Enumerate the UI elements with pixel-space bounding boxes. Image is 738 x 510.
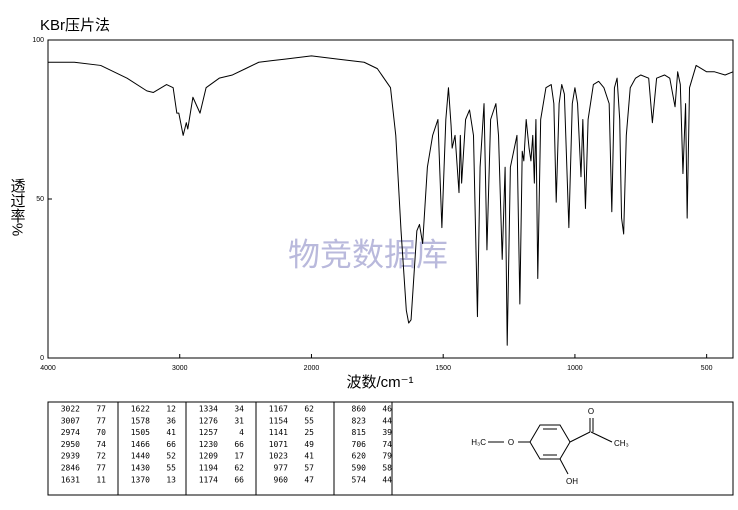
x-tick-label: 3000 [172, 365, 188, 372]
x-tick-label: 2000 [304, 365, 320, 372]
peak-transmittance: 55 [304, 416, 314, 425]
structure-label: OH [566, 477, 578, 486]
peak-transmittance: 46 [382, 405, 392, 414]
peak-wavenumber: 1440 [131, 452, 150, 461]
peak-transmittance: 77 [96, 416, 106, 425]
peak-transmittance: 31 [234, 416, 244, 425]
peak-transmittance: 17 [234, 452, 244, 461]
peak-transmittance: 62 [234, 464, 244, 473]
peak-transmittance: 57 [304, 464, 314, 473]
peak-transmittance: 77 [96, 464, 106, 473]
peak-transmittance: 66 [166, 440, 176, 449]
peak-wavenumber: 1141 [269, 428, 288, 437]
peak-transmittance: 74 [96, 440, 106, 449]
peak-wavenumber: 1257 [199, 428, 218, 437]
peak-wavenumber: 1334 [199, 405, 218, 414]
peak-wavenumber: 2939 [61, 452, 80, 461]
peak-wavenumber: 1370 [131, 475, 150, 484]
structure-label: O [588, 407, 594, 416]
peak-wavenumber: 860 [352, 405, 367, 414]
peak-transmittance: 34 [234, 405, 244, 414]
peak-wavenumber: 590 [352, 464, 367, 473]
peak-wavenumber: 1466 [131, 440, 150, 449]
peak-transmittance: 79 [382, 452, 392, 461]
table-frame [47, 401, 734, 496]
peak-transmittance: 52 [166, 452, 176, 461]
peak-wavenumber: 2846 [61, 464, 80, 473]
peak-wavenumber: 1622 [131, 405, 150, 414]
structure-label: H₃C [471, 438, 486, 447]
peak-transmittance: 13 [166, 475, 176, 484]
peak-transmittance: 11 [96, 475, 106, 484]
peak-wavenumber: 620 [352, 452, 367, 461]
y-tick-label: 50 [36, 196, 44, 203]
peak-wavenumber: 1194 [199, 464, 218, 473]
watermark: 物竞数据库 [288, 236, 448, 272]
peak-transmittance: 44 [382, 416, 392, 425]
peak-transmittance: 62 [304, 405, 314, 414]
peak-transmittance: 49 [304, 440, 314, 449]
peak-transmittance: 55 [166, 464, 176, 473]
peak-wavenumber: 706 [352, 440, 367, 449]
peak-wavenumber: 574 [352, 475, 367, 484]
peak-transmittance: 66 [234, 475, 244, 484]
peak-wavenumber: 1505 [131, 428, 150, 437]
spectrum-line [48, 55, 734, 346]
peak-wavenumber: 977 [274, 464, 289, 473]
x-tick-label: 4000 [40, 365, 56, 372]
peak-wavenumber: 823 [352, 416, 367, 425]
peak-transmittance: 72 [96, 452, 106, 461]
peak-wavenumber: 2950 [61, 440, 80, 449]
x-axis-label: 波数/cm⁻¹ [346, 374, 413, 391]
y-tick-label: 100 [32, 37, 44, 44]
table-dividers [117, 402, 393, 495]
peak-transmittance: 41 [166, 428, 176, 437]
peak-wavenumber: 1071 [269, 440, 288, 449]
peak-wavenumber: 1209 [199, 452, 218, 461]
y-axis-label: 透过率% [9, 178, 26, 236]
peak-wavenumber: 1230 [199, 440, 218, 449]
x-tick-label: 1500 [435, 365, 451, 372]
peak-transmittance: 66 [234, 440, 244, 449]
peak-wavenumber: 815 [352, 428, 367, 437]
peak-transmittance: 70 [96, 428, 106, 437]
x-tick-label: 1000 [567, 365, 583, 372]
peak-wavenumber: 960 [274, 475, 289, 484]
x-tick-label: 500 [701, 365, 713, 372]
peak-wavenumber: 1276 [199, 416, 218, 425]
peak-wavenumber: 3022 [61, 405, 80, 414]
peak-wavenumber: 1154 [269, 416, 288, 425]
peak-transmittance: 39 [382, 428, 392, 437]
peak-wavenumber: 1023 [269, 452, 288, 461]
peak-transmittance: 25 [304, 428, 314, 437]
peak-transmittance: 36 [166, 416, 176, 425]
peak-wavenumber: 1430 [131, 464, 150, 473]
y-tick-label: 0 [40, 355, 44, 362]
peak-wavenumber: 2974 [61, 428, 80, 437]
peak-wavenumber: 1631 [61, 475, 80, 484]
peak-wavenumber: 1174 [199, 475, 218, 484]
peak-transmittance: 47 [304, 475, 314, 484]
peak-transmittance: 41 [304, 452, 314, 461]
chart-title: KBr压片法 [40, 17, 110, 34]
peak-transmittance: 77 [96, 405, 106, 414]
structure-label: O [508, 438, 514, 447]
structure-bonds [488, 418, 613, 475]
peak-transmittance: 74 [382, 440, 392, 449]
peak-transmittance: 12 [166, 405, 176, 414]
structure-label: CH₃ [614, 439, 629, 448]
peak-wavenumber: 3007 [61, 416, 80, 425]
peak-transmittance: 58 [382, 464, 392, 473]
peak-wavenumber: 1167 [269, 405, 288, 414]
peak-transmittance: 44 [382, 475, 392, 484]
peak-wavenumber: 1578 [131, 416, 150, 425]
peak-transmittance: 4 [239, 428, 244, 437]
